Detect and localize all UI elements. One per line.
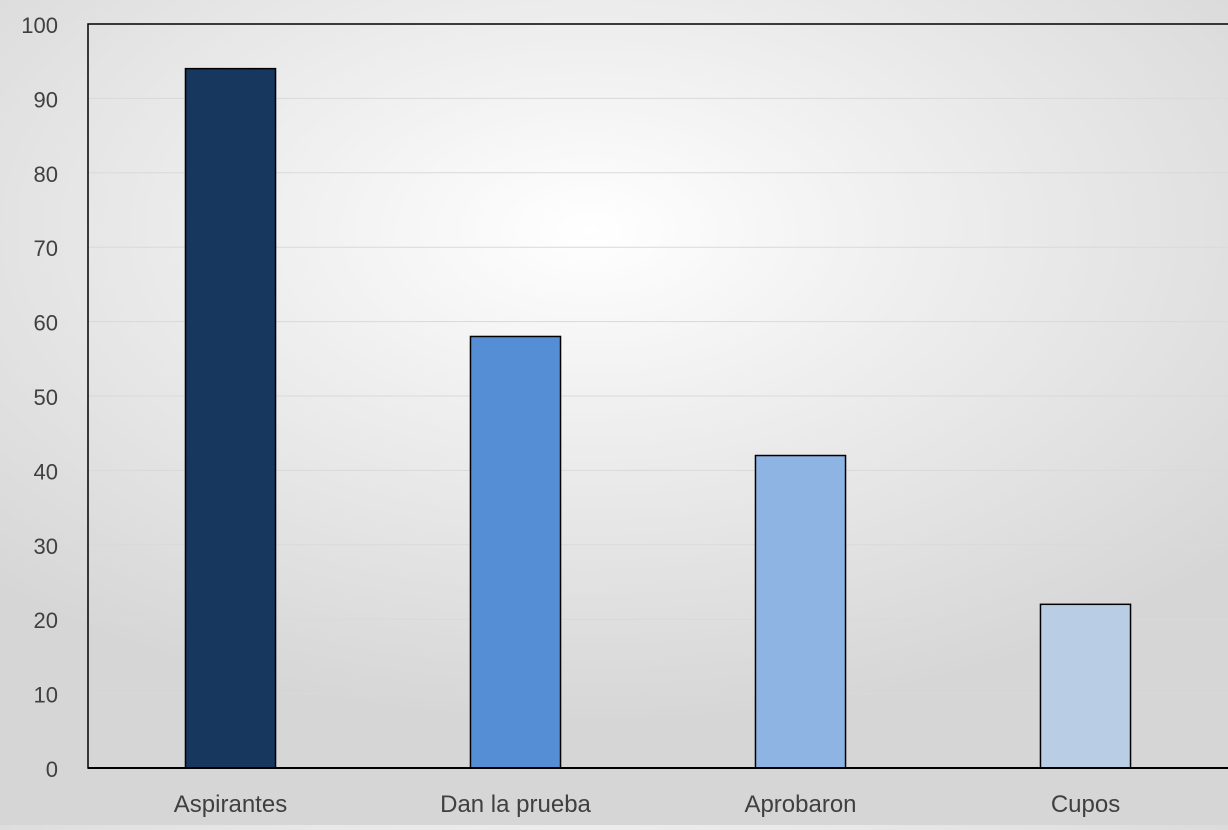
bar-aprobaron: [754, 454, 847, 769]
axes: [87, 23, 1228, 769]
bar-dan-la-prueba: [469, 335, 562, 769]
bar-aspirantes: [184, 67, 277, 769]
x-tick-label: Dan la prueba: [440, 791, 591, 818]
x-tick-label: Aspirantes: [174, 791, 287, 818]
gridlines: [88, 97, 1228, 695]
bar-cupos: [1039, 603, 1132, 769]
y-tick-label: 80: [34, 162, 58, 187]
y-tick-label: 50: [34, 385, 58, 410]
y-tick-label: 60: [34, 311, 58, 336]
y-tick-label: 30: [34, 534, 58, 559]
y-axis-ticks: 0 10 20 30 40 50 60 70 80 90 100: [21, 13, 58, 782]
x-tick-label: Aprobaron: [744, 791, 856, 818]
x-axis-ticks: Aspirantes Dan la prueba Aprobaron Cupos: [174, 791, 1120, 818]
y-tick-label: 0: [46, 757, 58, 782]
y-tick-label: 90: [34, 87, 58, 112]
y-tick-label: 20: [34, 608, 58, 633]
y-tick-label: 70: [34, 236, 58, 261]
x-tick-label: Cupos: [1051, 791, 1120, 818]
y-tick-label: 10: [34, 683, 58, 708]
y-tick-label: 40: [34, 459, 58, 484]
y-tick-label: 100: [21, 13, 58, 38]
bars: [184, 67, 1132, 769]
